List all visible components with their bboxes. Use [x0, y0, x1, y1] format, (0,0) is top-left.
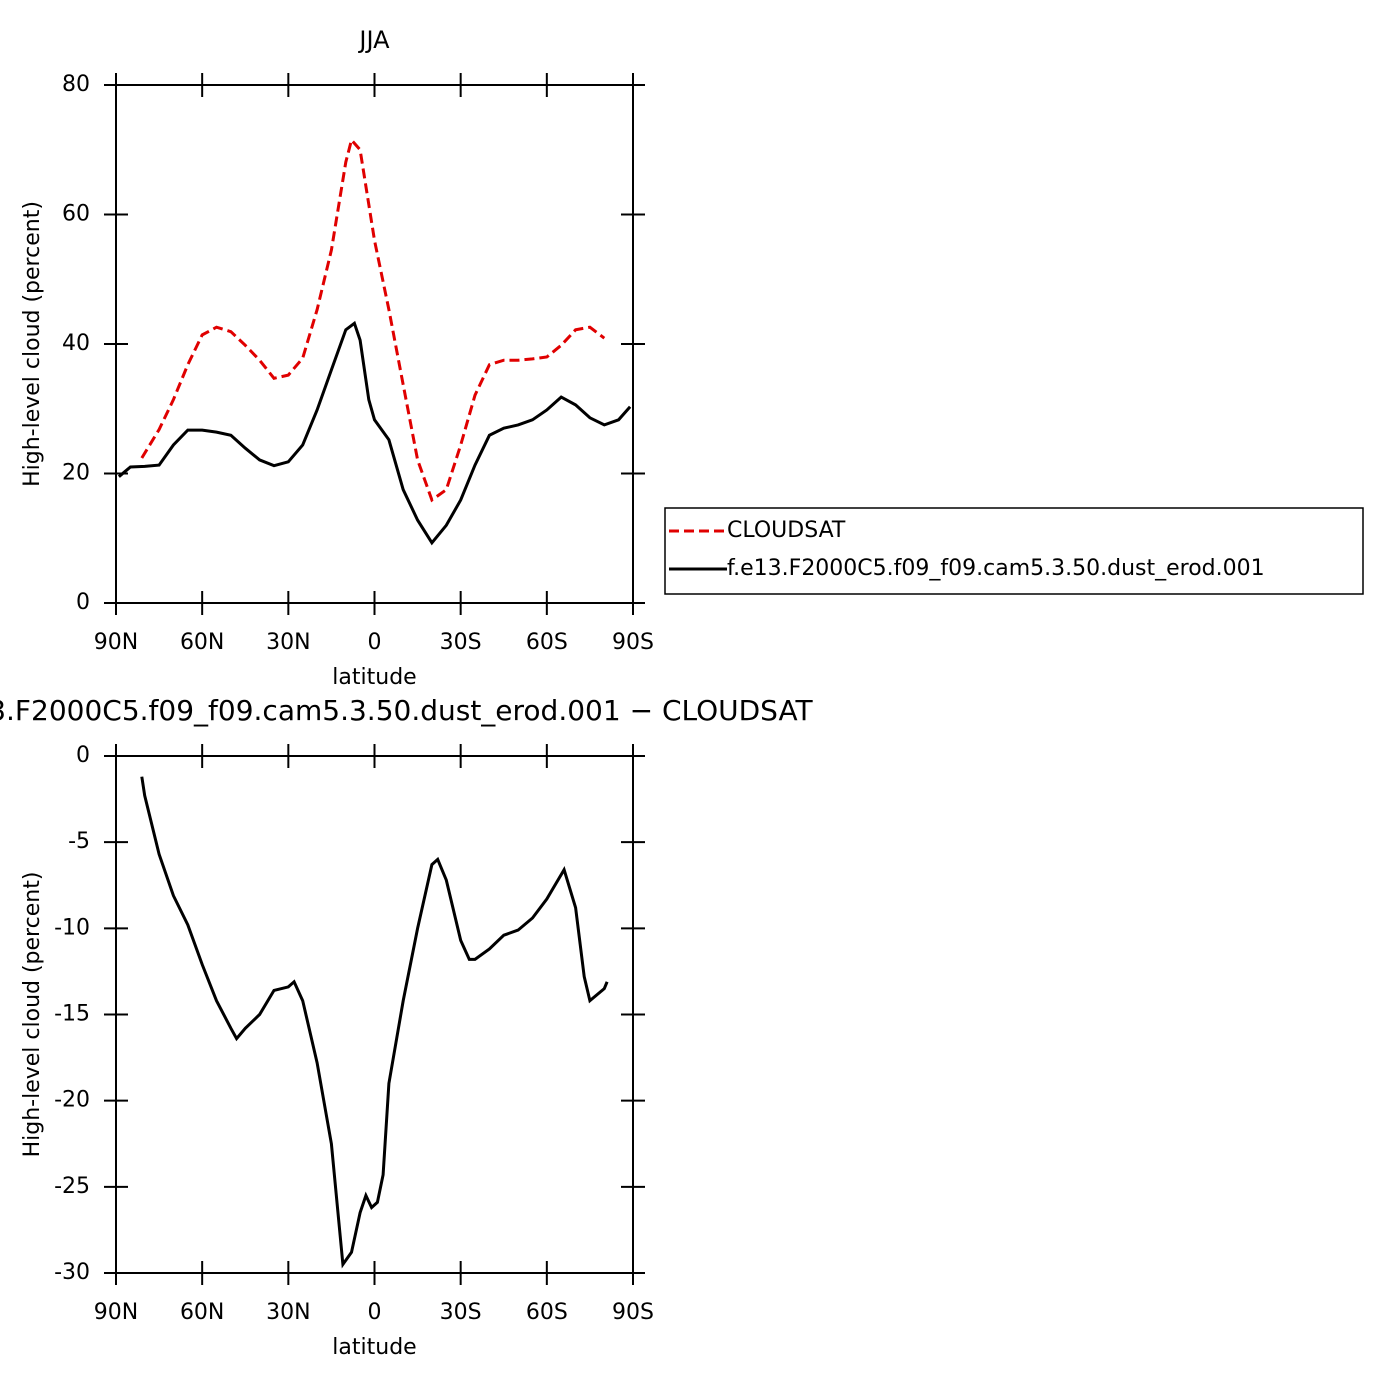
x-tick-label: 30S — [440, 1300, 482, 1325]
legend-label: f.e13.F2000C5.f09_f09.cam5.3.50.dust_ero… — [727, 556, 1265, 581]
plot-frame — [115, 84, 634, 604]
y-tick-label: 40 — [62, 331, 90, 356]
y-tick-label: 0 — [76, 590, 90, 615]
x-tick-label: 60N — [180, 1300, 224, 1325]
y-tick-label: 80 — [62, 72, 90, 97]
plot-frame — [115, 755, 634, 1274]
x-tick-label: 30N — [266, 630, 310, 655]
x-tick-label: 60S — [526, 1300, 568, 1325]
x-tick-label: 90N — [94, 630, 138, 655]
legend-label: CLOUDSAT — [727, 518, 846, 543]
y-tick-label: -25 — [54, 1174, 90, 1199]
x-axis-label: latitude — [332, 1335, 416, 1360]
y-tick-label: 0 — [76, 743, 90, 768]
y-tick-label: -20 — [54, 1088, 90, 1113]
legend-box — [664, 507, 1364, 595]
x-tick-label: 60S — [526, 630, 568, 655]
x-axis-label: latitude — [332, 665, 416, 690]
y-tick-label: -15 — [54, 1002, 90, 1027]
chart-title: JJA — [357, 26, 390, 54]
y-tick-label: 20 — [62, 461, 90, 486]
x-tick-label: 30N — [266, 1300, 310, 1325]
y-axis-label: High-level cloud (percent) — [20, 201, 45, 487]
chart-title: f.e13.F2000C5.f09_f09.cam5.3.50.dust_ero… — [0, 694, 813, 727]
data-line — [117, 320, 632, 546]
data-line — [140, 136, 606, 503]
y-axis-label: High-level cloud (percent) — [20, 872, 45, 1158]
x-tick-label: 0 — [368, 1300, 382, 1325]
y-tick-label: 60 — [62, 202, 90, 227]
data-line — [140, 776, 609, 1269]
x-tick-label: 30S — [440, 630, 482, 655]
x-tick-label: 0 — [368, 630, 382, 655]
y-tick-label: -30 — [54, 1260, 90, 1285]
y-tick-label: -10 — [54, 915, 90, 940]
y-tick-label: -5 — [68, 829, 90, 854]
x-tick-label: 60N — [180, 630, 224, 655]
x-tick-label: 90N — [94, 1300, 138, 1325]
x-tick-label: 90S — [612, 1300, 654, 1325]
x-tick-label: 90S — [612, 630, 654, 655]
